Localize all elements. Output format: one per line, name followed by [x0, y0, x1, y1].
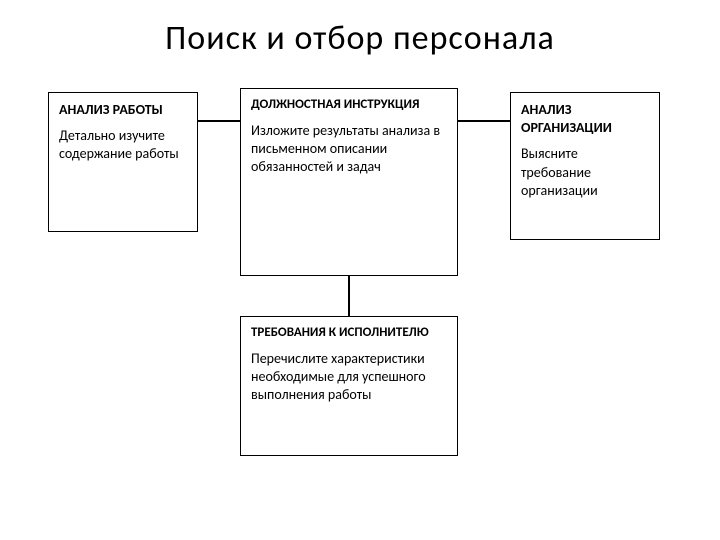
node-body: Перечислите характеристики необходимые д…	[251, 350, 447, 405]
node-title: ТРЕБОВАНИЯ К ИСПОЛНИТЕЛЮ	[251, 325, 447, 342]
node-body: Детально изучите содержание работы	[59, 127, 187, 163]
node-requirements: ТРЕБОВАНИЯ К ИСПОЛНИТЕЛЮ Перечислите хар…	[240, 316, 458, 456]
node-title: АНАЛИЗ ОРГАНИЗАЦИИ	[521, 101, 649, 137]
edge-center-right	[458, 120, 510, 122]
node-title: ДОЛЖНОСТНАЯ ИНСТРУКЦИЯ	[251, 97, 447, 114]
node-body: Выясните требование организации	[521, 145, 649, 200]
node-org-analysis: АНАЛИЗ ОРГАНИЗАЦИИ Выясните требование о…	[510, 92, 660, 240]
node-job-description: ДОЛЖНОСТНАЯ ИНСТРУКЦИЯ Изложите результа…	[240, 88, 458, 276]
node-job-analysis: АНАЛИЗ РАБОТЫ Детально изучите содержани…	[48, 92, 198, 232]
edge-left-center	[198, 120, 240, 122]
node-title: АНАЛИЗ РАБОТЫ	[59, 101, 187, 119]
edge-center-bottom	[348, 276, 350, 316]
slide-title: Поиск и отбор персонала	[0, 18, 720, 59]
node-body: Изложите результаты анализа в письменном…	[251, 122, 447, 177]
